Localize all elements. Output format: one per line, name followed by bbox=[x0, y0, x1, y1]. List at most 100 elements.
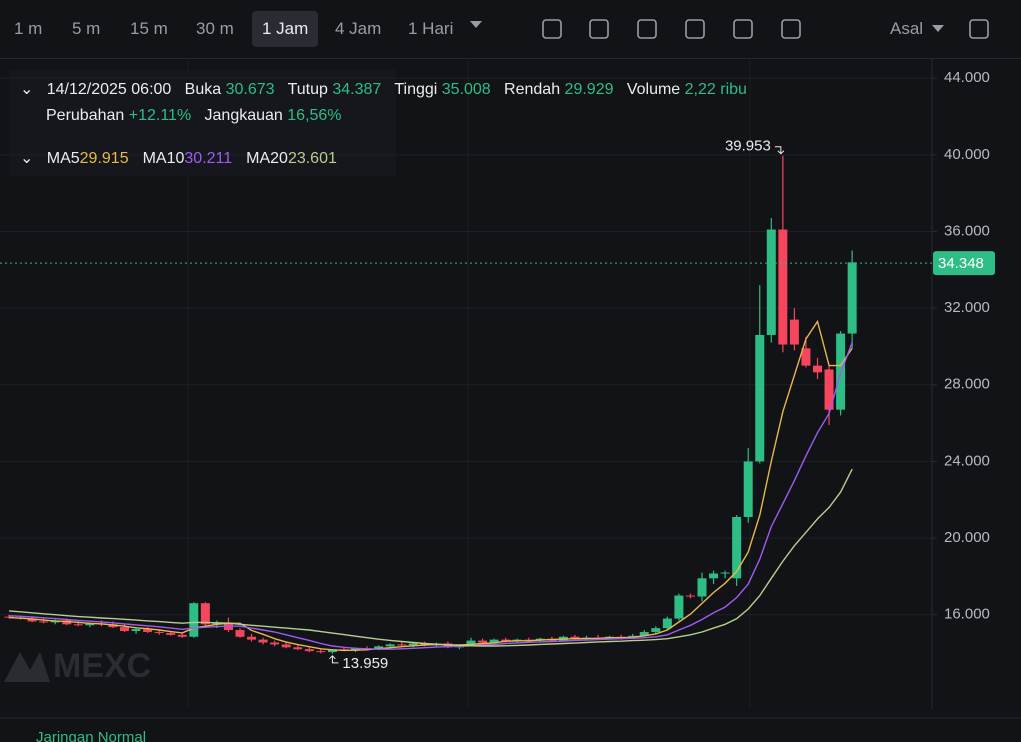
chevron[interactable]: ⌄ bbox=[20, 81, 34, 98]
candle-body bbox=[200, 603, 210, 625]
candle-body bbox=[778, 229, 788, 345]
candle-body bbox=[293, 647, 303, 650]
ma-line bbox=[8, 319, 853, 652]
legend-bg bbox=[10, 70, 396, 176]
candle-body bbox=[766, 229, 776, 335]
range-label: Jangkauan bbox=[204, 107, 283, 124]
candle-body bbox=[385, 644, 395, 647]
candle-body bbox=[639, 631, 649, 636]
candle-body bbox=[258, 639, 268, 643]
last-price-badge bbox=[933, 251, 995, 276]
candle-body bbox=[801, 348, 811, 366]
candle-body bbox=[177, 634, 187, 637]
candle-body bbox=[743, 461, 753, 517]
candle-body bbox=[4, 616, 14, 618]
candle-body bbox=[651, 628, 661, 632]
candle-body bbox=[489, 639, 499, 643]
interval-button[interactable]: 1 Hari bbox=[408, 19, 454, 38]
candle-body bbox=[62, 620, 72, 625]
candle-body bbox=[847, 262, 857, 334]
candle-body bbox=[327, 649, 337, 653]
interval-button[interactable]: 1 Jam bbox=[252, 11, 319, 47]
high-label: Tinggi bbox=[394, 81, 438, 98]
low-value: 29.929 bbox=[564, 81, 614, 98]
y-tick-label: 24.000 bbox=[944, 452, 990, 469]
datetime: 14/12/2025 06:00 bbox=[46, 81, 172, 98]
candle-body bbox=[270, 642, 280, 645]
candle-body bbox=[281, 644, 291, 648]
candle-body bbox=[755, 334, 765, 462]
candle-body bbox=[189, 603, 199, 637]
ma-value: 23.601 bbox=[287, 150, 337, 167]
candle-body bbox=[316, 651, 326, 653]
candle-body bbox=[408, 643, 418, 646]
y-tick-label: 40.000 bbox=[944, 146, 990, 163]
candle-body bbox=[143, 629, 153, 632]
candle-body bbox=[27, 618, 37, 622]
ma-legend: ⌄ MA529.915 MA1030.211 MA2023.601 bbox=[20, 148, 351, 168]
candle-body bbox=[697, 578, 707, 597]
plot: 39.953 13.959 bbox=[0, 138, 932, 672]
ma-name: MA20 bbox=[246, 150, 288, 167]
candle-body bbox=[131, 629, 141, 632]
candle-body bbox=[304, 649, 314, 652]
candle-body bbox=[120, 627, 129, 632]
candle-body bbox=[662, 618, 672, 629]
ma-line bbox=[8, 342, 853, 650]
high-marker-arrow bbox=[774, 146, 785, 155]
ma-value: 29.915 bbox=[79, 150, 129, 167]
candle-body bbox=[85, 623, 95, 626]
high-value: 35.008 bbox=[441, 81, 491, 98]
candle-body bbox=[674, 595, 684, 619]
volume-label: Volume bbox=[626, 81, 681, 98]
change-label: Perubahan bbox=[46, 107, 125, 124]
ma-name: MA5 bbox=[46, 150, 80, 167]
open-label: Buka bbox=[184, 81, 222, 98]
close-value: 34.387 bbox=[332, 81, 382, 98]
candle-body bbox=[166, 632, 176, 635]
scale-dropdown[interactable] bbox=[932, 25, 944, 32]
grid bbox=[0, 77, 932, 616]
chevron[interactable]: ⌄ bbox=[20, 150, 34, 167]
interval-button[interactable]: 5 m bbox=[72, 19, 101, 38]
interval-button[interactable]: 1 m bbox=[14, 19, 43, 38]
ma-line bbox=[8, 468, 853, 647]
interval-button[interactable]: 15 m bbox=[130, 19, 168, 38]
interval-button[interactable]: 30 m bbox=[196, 19, 234, 38]
scale-button[interactable]: Asal bbox=[890, 19, 924, 38]
y-tick-label: 44.000 bbox=[944, 69, 990, 86]
y-tick-label: 28.000 bbox=[944, 376, 990, 393]
status: Jaringan Normal bbox=[36, 729, 146, 742]
ma-value: 30.211 bbox=[184, 150, 233, 167]
legend-row-1: ⌄ 14/12/2025 06:00 Buka 30.673 Tutup 34.… bbox=[20, 79, 747, 99]
candle-body bbox=[154, 631, 164, 633]
high-marker-label: 39.953 bbox=[725, 138, 771, 155]
candle-body bbox=[351, 648, 360, 651]
interval-dropdown[interactable] bbox=[470, 21, 482, 28]
y-tick-label: 36.000 bbox=[944, 222, 990, 239]
candle-body bbox=[108, 624, 118, 628]
volume-value: 2,22 ribu bbox=[684, 81, 747, 98]
candle-body bbox=[39, 621, 49, 623]
low-marker-arrow bbox=[329, 655, 339, 664]
low-label: Rendah bbox=[504, 81, 561, 98]
open-value: 30.673 bbox=[225, 81, 275, 98]
footer-bg bbox=[0, 709, 1021, 742]
candle-body bbox=[709, 573, 719, 579]
candle-body bbox=[824, 369, 834, 410]
candle-body bbox=[478, 640, 488, 643]
candle-body bbox=[813, 365, 822, 373]
interval-button[interactable]: 4 Jam bbox=[335, 19, 382, 38]
ma-name: MA10 bbox=[142, 150, 185, 167]
watermark-logo bbox=[4, 652, 50, 682]
candle-body bbox=[732, 516, 742, 579]
candle-body bbox=[466, 640, 476, 646]
range-value: 16,56% bbox=[287, 107, 342, 124]
y-tick-label: 32.000 bbox=[944, 299, 990, 316]
change-value: +12.11% bbox=[128, 107, 192, 124]
candle-body bbox=[789, 319, 799, 345]
last-price-label: 34.348 bbox=[938, 255, 984, 272]
candle-body bbox=[397, 644, 407, 646]
close-label: Tutup bbox=[287, 81, 328, 98]
